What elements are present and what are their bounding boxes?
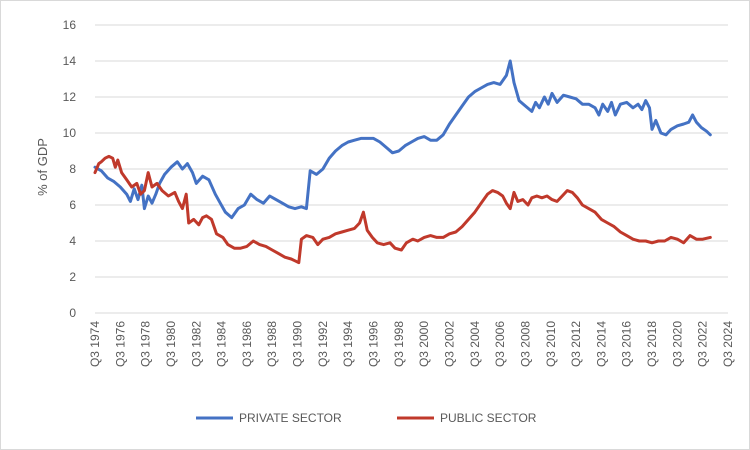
x-tick-label: Q3 1990 [291, 321, 305, 367]
x-tick-label: Q3 1976 [113, 321, 127, 367]
x-tick-label: Q3 2006 [493, 321, 507, 367]
x-tick-label: Q3 1996 [367, 321, 381, 367]
y-tick-label: 4 [69, 234, 76, 248]
x-tick-label: Q3 2020 [670, 321, 684, 367]
series-line-public-sector [93, 154, 712, 265]
x-tick-label: Q3 1988 [265, 321, 279, 367]
legend-label: PUBLIC SECTOR [440, 411, 537, 425]
x-tick-label: Q3 2018 [645, 321, 659, 367]
y-axis-label: % of GDP [35, 138, 50, 196]
x-tick-label: Q3 1984 [215, 321, 229, 367]
x-tick-label: Q3 1978 [139, 321, 153, 367]
x-tick-label: Q3 2004 [468, 321, 482, 367]
x-tick-label: Q3 2012 [569, 321, 583, 367]
y-tick-label: 12 [63, 90, 77, 104]
legend-label: PRIVATE SECTOR [239, 411, 342, 425]
x-tick-label: Q3 1992 [316, 321, 330, 367]
x-tick-label: Q3 1980 [164, 321, 178, 367]
x-tick-label: Q3 2008 [518, 321, 532, 367]
y-tick-label: 14 [63, 54, 77, 68]
series-lines [93, 59, 712, 265]
x-tick-label: Q3 2000 [417, 321, 431, 367]
x-tick-label: Q3 2002 [442, 321, 456, 367]
y-tick-label: 10 [63, 126, 77, 140]
y-axis-ticks: 0 2 4 6 8 10 12 14 16 [63, 18, 77, 320]
x-tick-label: Q3 1986 [240, 321, 254, 367]
gridlines [95, 24, 728, 278]
y-tick-label: 0 [69, 306, 76, 320]
x-tick-label: Q3 1998 [392, 321, 406, 367]
y-tick-label: 6 [69, 198, 76, 212]
y-tick-label: 8 [69, 162, 76, 176]
x-tick-label: Q3 2010 [544, 321, 558, 367]
x-axis-ticks: Q3 1974 Q3 1976 Q3 1978 Q3 1980 Q3 1982 Q3 19… [88, 321, 735, 367]
y-tick-label: 16 [63, 18, 77, 32]
legend: PRIVATE SECTOR PUBLIC SECTOR [196, 411, 537, 425]
x-tick-label: Q3 2016 [620, 321, 634, 367]
x-tick-label: Q3 1982 [189, 321, 203, 367]
x-tick-label: Q3 2022 [696, 321, 710, 367]
series-line-private-sector [93, 59, 712, 220]
x-tick-label: Q3 2014 [594, 321, 608, 367]
y-tick-label: 2 [69, 270, 76, 284]
x-tick-label: Q3 1974 [88, 321, 102, 367]
x-tick-label: Q3 2024 [721, 321, 735, 367]
x-tick-label: Q3 1994 [341, 321, 355, 367]
